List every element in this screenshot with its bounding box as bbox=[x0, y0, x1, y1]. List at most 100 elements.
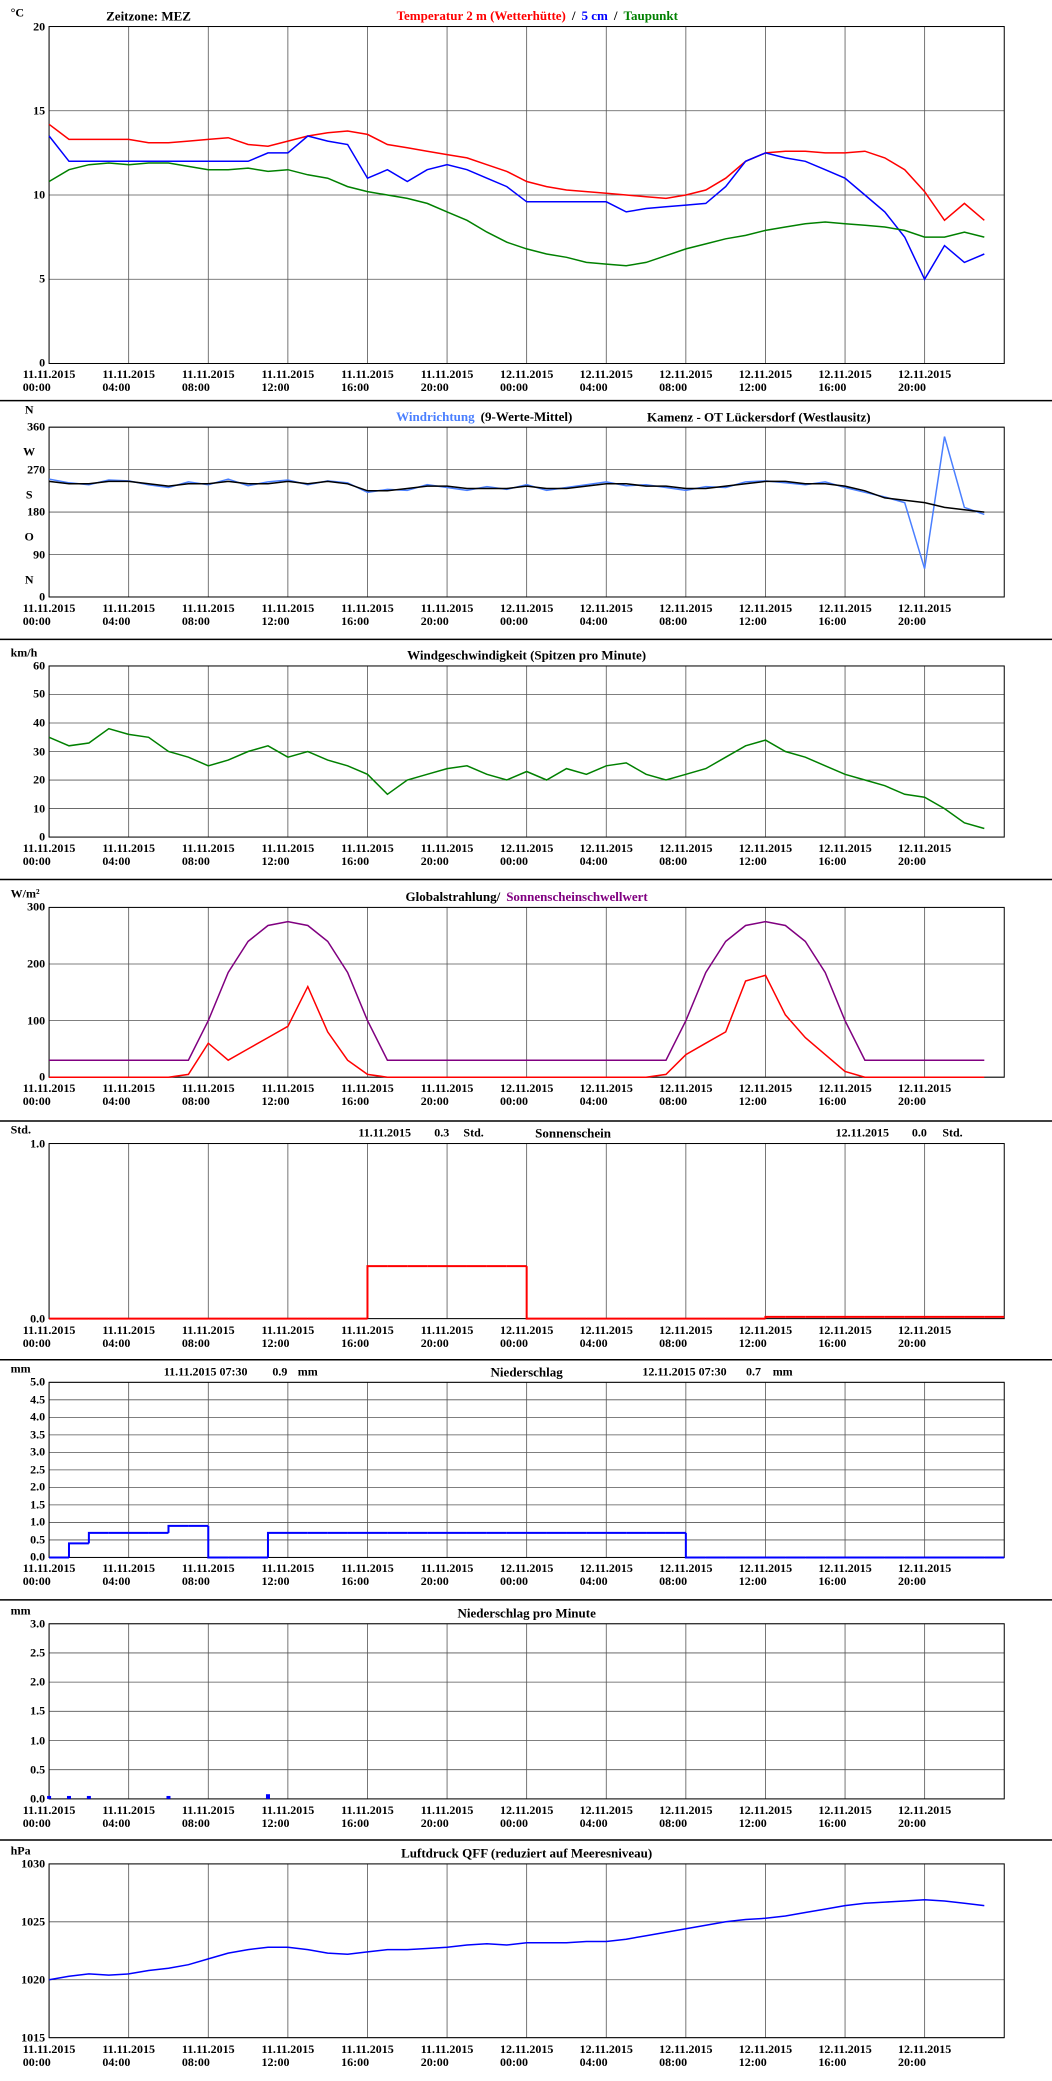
x-tick-label: 11.11.2015 20:00 bbox=[420, 841, 474, 869]
x-tick-label: 12.11.2015 00:00 bbox=[499, 1802, 554, 1830]
x-tick-label: 12.11.2015 00:00 bbox=[499, 367, 554, 395]
x-tick-label: 11.11.2015 08:00 bbox=[181, 1322, 235, 1350]
y-tick-label: 0.5 bbox=[30, 1532, 46, 1547]
x-tick-label: 12.11.2015 00:00 bbox=[499, 1561, 554, 1589]
x-tick-label: 11.11.2015 16:00 bbox=[341, 2041, 394, 2069]
x-tick-label: 11.11.2015 08:00 bbox=[181, 2041, 235, 2069]
x-tick-label: 11.11.2015 20:00 bbox=[420, 1561, 474, 1589]
y-tick-label: 1.0 bbox=[30, 1514, 46, 1529]
y-tick-label: 0 bbox=[39, 589, 46, 604]
x-tick-label: 12.11.2015 16:00 bbox=[818, 367, 872, 395]
x-tick-label: 12.11.2015 04:00 bbox=[579, 1322, 633, 1350]
x-tick-label: 11.11.2015 00:00 bbox=[22, 2041, 76, 2069]
x-tick-label: 11.11.2015 20:00 bbox=[420, 1081, 474, 1109]
x-tick-label: 11.11.2015 04:00 bbox=[102, 367, 156, 395]
x-tick-label: 12.11.2015 00:00 bbox=[499, 600, 554, 628]
y-tick-label: 4.5 bbox=[30, 1392, 46, 1407]
x-tick-label: 11.11.2015 20:00 bbox=[420, 1322, 474, 1350]
x-tick-label: 12.11.2015 16:00 bbox=[818, 2041, 872, 2069]
y-tick-label: 1.0 bbox=[30, 1733, 46, 1747]
y-tick-label: 1015 bbox=[21, 2030, 46, 2045]
x-tick-label: 11.11.2015 00:00 bbox=[22, 600, 76, 628]
x-tick-label: 11.11.2015 04:00 bbox=[102, 600, 156, 628]
bar bbox=[66, 1795, 71, 1799]
summary-date: 12.11.2015 bbox=[835, 1125, 889, 1140]
summary-date: 11.11.2015 bbox=[358, 1125, 412, 1140]
data-line bbox=[48, 1899, 985, 1981]
bar bbox=[265, 1794, 270, 1799]
x-tick-label: 12.11.2015 08:00 bbox=[659, 841, 713, 869]
x-tick-label: 12.11.2015 12:00 bbox=[738, 2041, 793, 2069]
x-tick-label: 12.11.2015 20:00 bbox=[897, 1561, 952, 1589]
x-tick-label: 11.11.2015 08:00 bbox=[181, 1081, 235, 1109]
x-tick-label: 11.11.2015 04:00 bbox=[102, 1802, 156, 1830]
y-tick-label: 100 bbox=[27, 1013, 46, 1028]
plot-frame bbox=[48, 1381, 1005, 1558]
x-tick-label: 11.11.2015 08:00 bbox=[181, 1561, 235, 1589]
chart-header: Windrichtung (9-Werte-Mittel) bbox=[396, 408, 573, 424]
x-tick-label: 12.11.2015 04:00 bbox=[579, 841, 633, 869]
y-tick-label: 300 bbox=[27, 899, 46, 914]
chart-title: Sonnenschein bbox=[535, 1125, 612, 1141]
y-axis-unit: mm bbox=[10, 1361, 31, 1376]
x-tick-label: 11.11.2015 16:00 bbox=[341, 841, 394, 869]
y-axis-unit: mm bbox=[10, 1603, 31, 1617]
summary-date: 11.11.2015 07:30 bbox=[163, 1364, 248, 1379]
x-tick-label: 11.11.2015 16:00 bbox=[341, 1081, 394, 1109]
x-tick-label: 12.11.2015 08:00 bbox=[659, 1802, 713, 1830]
bar bbox=[166, 1795, 171, 1799]
x-tick-label: 12.11.2015 12:00 bbox=[738, 1322, 793, 1350]
x-tick-label: 11.11.2015 16:00 bbox=[341, 1561, 394, 1589]
summary-unit: Std. bbox=[463, 1125, 484, 1140]
y-axis-unit: hPa bbox=[10, 1843, 31, 1858]
x-tick-label: 12.11.2015 12:00 bbox=[738, 367, 793, 395]
data-line bbox=[49, 920, 985, 1061]
legend-entry: Windrichtung bbox=[396, 408, 475, 424]
step-segment bbox=[67, 1542, 89, 1558]
x-tick-label: 11.11.2015 04:00 bbox=[102, 1322, 156, 1350]
y-tick-label: 10 bbox=[33, 187, 46, 202]
plot-frame bbox=[48, 665, 1005, 838]
x-tick-label: 11.11.2015 12:00 bbox=[261, 841, 315, 869]
x-tick-label: 11.11.2015 12:00 bbox=[261, 600, 315, 628]
y-tick-label: 0.5 bbox=[30, 1762, 46, 1777]
y-tick-label: 15 bbox=[33, 103, 46, 118]
step-segment bbox=[525, 1266, 547, 1320]
y-tick-label: 0 bbox=[39, 829, 46, 844]
separator: / bbox=[613, 7, 618, 23]
y-tick-label: 0.0 bbox=[30, 1791, 46, 1806]
y-tick-label: 0.0 bbox=[30, 1311, 46, 1326]
x-tick-label: 12.11.2015 08:00 bbox=[659, 367, 713, 395]
plot-frame bbox=[48, 426, 1005, 598]
bar bbox=[47, 1795, 52, 1799]
x-tick-label: 12.11.2015 20:00 bbox=[897, 2041, 952, 2069]
x-tick-label: 11.11.2015 12:00 bbox=[261, 1802, 315, 1830]
y-tick-label: 0 bbox=[39, 1069, 46, 1084]
x-tick-label: 11.11.2015 20:00 bbox=[420, 2041, 474, 2069]
x-tick-label: 12.11.2015 08:00 bbox=[659, 1081, 713, 1109]
legend-entry: Sonnenscheinschwellwert bbox=[506, 888, 648, 904]
step-segment bbox=[684, 1532, 706, 1559]
data-line bbox=[48, 123, 985, 222]
legend-entry: Taupunkt bbox=[623, 7, 678, 23]
x-tick-label: 12.11.2015 16:00 bbox=[818, 1081, 872, 1109]
legend-entry: Temperatur 2 m (Wetterhütte) bbox=[396, 7, 566, 23]
x-tick-label: 12.11.2015 00:00 bbox=[499, 1081, 554, 1109]
step-segment bbox=[366, 1265, 388, 1319]
y-tick-label: 3.5 bbox=[30, 1427, 46, 1442]
x-tick-label: 11.11.2015 20:00 bbox=[420, 367, 474, 395]
legend-entry: (9-Werte-Mittel) bbox=[480, 408, 573, 424]
x-tick-label: 11.11.2015 00:00 bbox=[22, 1322, 76, 1350]
x-tick-label: 11.11.2015 04:00 bbox=[102, 1081, 156, 1109]
x-tick-label: 12.11.2015 16:00 bbox=[818, 841, 872, 869]
x-tick-label: 12.11.2015 20:00 bbox=[897, 1802, 952, 1830]
x-tick-label: 11.11.2015 00:00 bbox=[22, 367, 76, 395]
y-tick-label: 20 bbox=[33, 19, 46, 34]
data-line bbox=[49, 480, 985, 513]
y-tick-label: 200 bbox=[27, 956, 46, 971]
y-tick-label: 1.5 bbox=[30, 1703, 46, 1718]
x-tick-label: 11.11.2015 16:00 bbox=[341, 1802, 394, 1830]
data-line bbox=[49, 974, 985, 1078]
x-tick-label: 11.11.2015 04:00 bbox=[102, 1561, 156, 1589]
x-tick-label: 12.11.2015 00:00 bbox=[499, 1322, 554, 1350]
